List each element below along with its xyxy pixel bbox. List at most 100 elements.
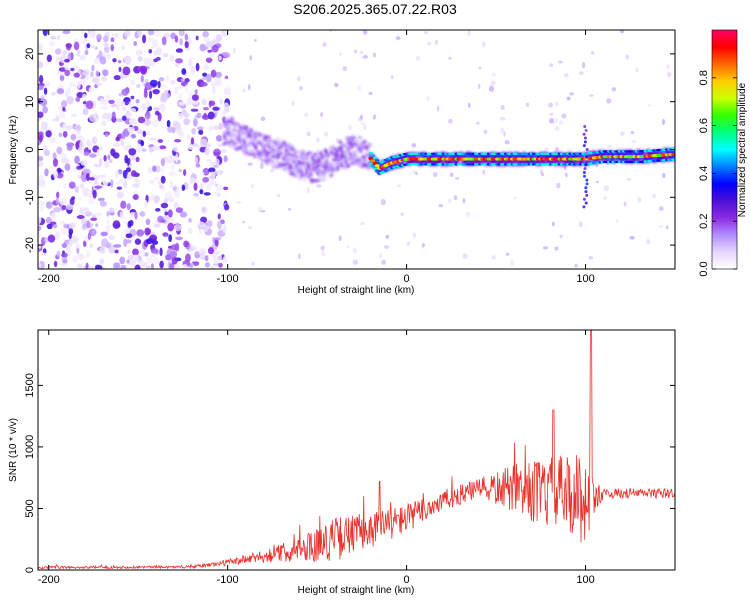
spectrogram-noise-blob [220, 149, 228, 153]
spectrogram-ridge-halo [329, 150, 334, 154]
spectrogram-ridge-halo [289, 165, 293, 170]
spectrogram-noise-blob [105, 242, 111, 249]
spectrogram-ridge-halo [241, 130, 246, 135]
spectrogram-noise-blob [160, 84, 167, 90]
spectrogram-noise-blob [205, 40, 213, 48]
spectrogram-noise-blob [202, 176, 210, 183]
spectrogram-y-label: Frequency (Hz) [8, 116, 19, 185]
spectrogram-noise-blob [548, 118, 555, 124]
spectrogram-noise-blob [135, 99, 140, 104]
spectrogram-ridge-halo [302, 177, 307, 182]
spectrogram-noise-blob [555, 101, 559, 107]
spectrogram-noise-blob [140, 140, 145, 147]
spectrogram-noise-blob [52, 158, 59, 167]
spectrogram-noise-blob [222, 224, 227, 233]
spectrogram-noise-blob [175, 58, 183, 64]
spectrogram-noise-blob [541, 172, 545, 177]
spectrogram-noise-blob [73, 41, 80, 51]
spectrogram-noise-blob [323, 131, 329, 137]
spectrogram-noise-blob [101, 76, 108, 82]
spectrogram-ridge-halo [293, 150, 298, 154]
spectrogram-noise-blob [206, 220, 213, 228]
spectrogram-noise-blob [115, 181, 122, 185]
spectrogram-noise-blob [198, 228, 203, 235]
spectrogram-ridge-halo [225, 127, 230, 132]
spectrogram-noise-blob [623, 201, 627, 207]
spectrogram-noise-blob [134, 238, 142, 245]
spectrogram-noise-blob [64, 58, 70, 63]
spectrogram-noise-blob [38, 134, 43, 143]
spectrogram-noise-blob [136, 84, 141, 89]
spectrogram-ridge-halo [284, 148, 289, 153]
spectrogram-noise-blob [59, 201, 65, 205]
spectrogram-noise-blob [88, 196, 95, 205]
spectrogram-ridge-halo [248, 152, 252, 156]
spectrogram-noise-blob [123, 216, 128, 220]
spectrogram-ridge-halo [255, 138, 259, 143]
spectrogram-y-tick-label: 10 [24, 96, 36, 108]
spectrogram-noise-blob [218, 262, 223, 268]
spectrogram-noise-blob [70, 113, 77, 117]
snr-y-tick-label: 1000 [24, 435, 36, 459]
spectrogram-noise-blob [321, 251, 326, 257]
spectrogram-noise-blob [362, 30, 368, 35]
spectrogram-noise-blob [86, 220, 91, 229]
spectrogram-noise-blob [588, 94, 594, 97]
spectrogram-noise-blob [191, 127, 197, 135]
spectrogram-noise-blob [112, 220, 121, 229]
spectrogram-noise-blob [208, 167, 216, 173]
spectrogram-x-tick-label: 100 [576, 273, 594, 285]
spectrogram-noise-blob [56, 34, 61, 41]
spectrogram-streak-blob [583, 125, 587, 129]
spectrogram-noise-blob [296, 76, 301, 82]
spectrogram-noise-blob [85, 250, 90, 259]
spectrogram-noise-blob [215, 158, 220, 166]
spectrogram-noise-blob [126, 203, 131, 211]
spectrogram-x-tick-label: -200 [38, 273, 60, 285]
spectrogram-noise-blob [102, 69, 109, 77]
spectrogram-noise-blob [125, 233, 133, 239]
spectrogram-noise-blob [161, 36, 167, 46]
spectrogram-noise-blob [411, 143, 417, 148]
spectrogram-noise-blob [204, 147, 210, 156]
spectrogram-ridge-halo [284, 153, 288, 158]
spectrogram-noise-blob [155, 207, 161, 212]
spectrogram-noise-blob [93, 163, 102, 168]
spectrogram-noise-blob [204, 255, 209, 262]
spectrogram-ridge-halo [292, 166, 296, 171]
spectrogram-noise-blob [144, 199, 148, 209]
spectrogram-noise-blob [91, 64, 95, 72]
spectrogram-noise-blob [53, 206, 61, 213]
spectrogram-noise-blob [88, 87, 95, 93]
spectrogram-noise-blob [488, 85, 495, 92]
spectrogram-ridge-halo [366, 148, 370, 153]
spectrogram-ridge-halo [346, 146, 351, 151]
spectrogram-noise-blob [152, 89, 160, 95]
spectrogram-ridge-halo [270, 162, 275, 167]
spectrogram-noise-blob [118, 66, 122, 73]
spectrogram-noise-blob [208, 100, 216, 106]
spectrogram-noise-blob [118, 100, 126, 107]
spectrogram-noise-blob [148, 137, 155, 141]
spectrogram-noise-blob [320, 245, 325, 251]
spectrogram-noise-blob [202, 63, 210, 71]
spectrogram-noise-blob [66, 204, 74, 211]
spectrogram-noise-blob [108, 234, 115, 241]
spectrogram-ridge-edge-blob [375, 169, 380, 173]
spectrogram-noise-blob [212, 106, 220, 111]
spectrogram-noise-blob [59, 262, 68, 267]
spectrogram-noise-blob [150, 263, 154, 269]
spectrogram-noise-blob [563, 72, 569, 78]
spectrogram-noise-blob [360, 114, 363, 120]
spectrogram-noise-blob [82, 93, 87, 99]
spectrogram-noise-blob [110, 44, 115, 52]
spectrogram-noise-blob [178, 30, 185, 37]
spectrogram-noise-blob [427, 41, 432, 46]
spectrogram-streak-blob [585, 148, 589, 151]
spectrogram-noise-blob [202, 167, 210, 176]
spectrogram-noise-blob [99, 98, 105, 105]
spectrogram-noise-blob [652, 193, 656, 199]
spectrogram-ridge-halo [364, 159, 369, 163]
spectrogram-noise-blob [44, 80, 50, 88]
spectrogram-noise-blob [91, 136, 98, 145]
